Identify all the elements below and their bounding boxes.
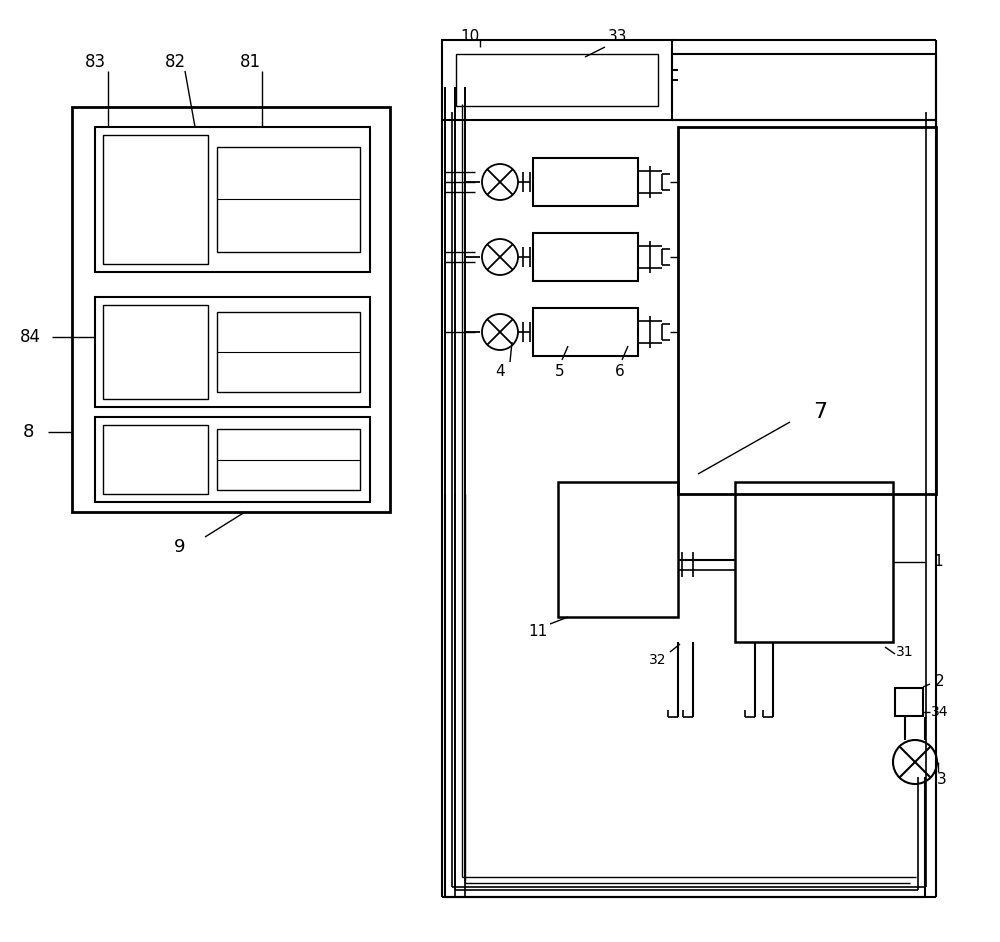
Bar (95, 127, 370, 272)
Text: 3: 3 (937, 772, 947, 788)
Bar (217, 313, 360, 392)
Bar (533, 233, 638, 281)
Bar (456, 54, 658, 106)
Bar (678, 127, 936, 494)
Text: 1: 1 (933, 555, 943, 570)
Text: 4: 4 (495, 365, 505, 380)
Bar (103, 305, 208, 399)
Text: 82: 82 (164, 53, 186, 71)
Text: 6: 6 (615, 365, 625, 380)
Text: 8: 8 (22, 423, 34, 441)
Text: 5: 5 (555, 365, 565, 380)
Text: 83: 83 (84, 53, 106, 71)
Bar (735, 482, 893, 642)
Bar (217, 147, 360, 252)
Bar (103, 135, 208, 264)
Text: 81: 81 (239, 53, 261, 71)
Bar (217, 429, 360, 490)
Text: 31: 31 (896, 645, 914, 659)
Bar (72, 107, 390, 512)
Text: 9: 9 (174, 538, 186, 556)
Bar (442, 40, 672, 120)
Bar (895, 688, 923, 716)
Bar (533, 158, 638, 206)
Text: 32: 32 (649, 653, 667, 667)
Text: 10: 10 (460, 29, 480, 44)
Text: 2: 2 (935, 674, 945, 690)
Bar (103, 425, 208, 494)
Text: 11: 11 (528, 625, 548, 640)
Bar (558, 482, 678, 617)
Text: 34: 34 (931, 705, 949, 719)
Text: 7: 7 (813, 402, 827, 422)
Bar (95, 417, 370, 502)
Text: 84: 84 (20, 328, 40, 346)
Text: 33: 33 (608, 29, 628, 44)
Bar (95, 297, 370, 407)
Bar (533, 308, 638, 356)
